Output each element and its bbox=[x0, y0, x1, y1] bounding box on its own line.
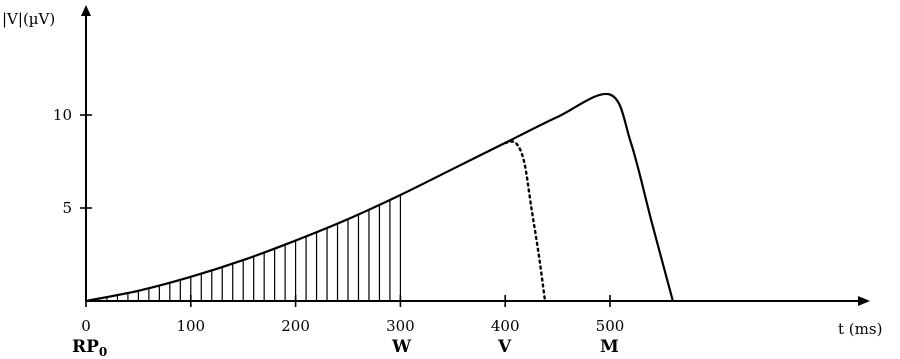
ticks: 0 100 200 300 400 500 5 10 bbox=[53, 106, 624, 335]
series bbox=[85, 92, 674, 303]
x-tick-label: 200 bbox=[281, 317, 310, 335]
marker-w-label: W bbox=[391, 337, 412, 357]
x-axis-label: t (ms) bbox=[838, 320, 882, 338]
x-axis-arrowhead bbox=[858, 296, 870, 306]
y-tick-label: 5 bbox=[62, 199, 72, 217]
x-tick-label: 500 bbox=[596, 317, 625, 335]
y-axis-arrowhead bbox=[81, 5, 91, 16]
x-tick-label: 400 bbox=[491, 317, 520, 335]
y-tick-label: 10 bbox=[53, 106, 72, 124]
x-tick-label: 100 bbox=[176, 317, 205, 335]
marker-v-label: V bbox=[497, 337, 512, 357]
marker-rp0-label: RP0 bbox=[72, 337, 107, 359]
dotted-decay-curve bbox=[504, 140, 547, 303]
marker-m-label: M bbox=[600, 337, 619, 357]
y-axis-label: |V|(µV) bbox=[2, 10, 55, 28]
hatched-region bbox=[95, 194, 401, 301]
x-tick-label: 300 bbox=[386, 317, 415, 335]
potential-curve bbox=[85, 92, 674, 303]
x-tick-label: 0 bbox=[81, 317, 91, 335]
